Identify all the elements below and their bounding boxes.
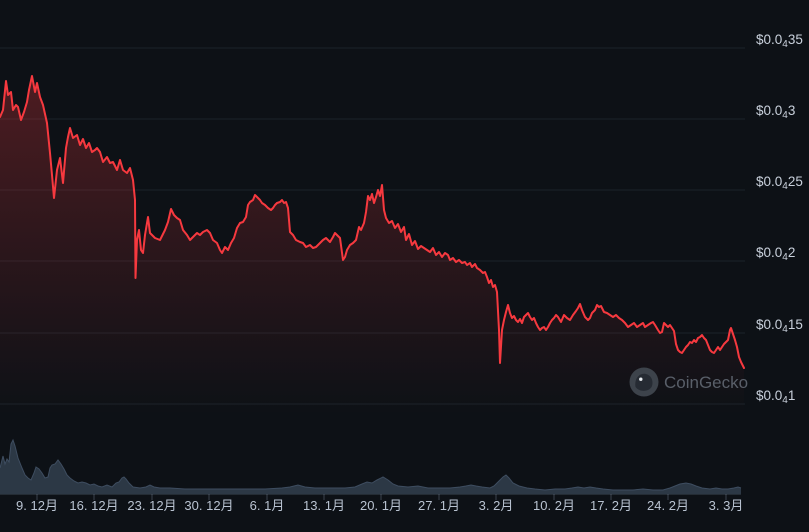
x-axis-label: 9. 12月 — [16, 498, 58, 513]
chart-hover-surface[interactable] — [0, 0, 745, 494]
volume-top-edge — [0, 438, 742, 491]
y-axis-labels: $0.0435 $0.043 $0.0425 $0.042 $0.0415 $0.041 — [756, 32, 803, 406]
x-axis-label: 6. 1月 — [250, 498, 285, 513]
x-axis-label: 3. 2月 — [479, 498, 514, 513]
x-axis-label: 20. 1月 — [360, 498, 402, 513]
x-axis-label: 13. 1月 — [303, 498, 345, 513]
x-axis-label: 17. 2月 — [590, 498, 632, 513]
price-area-fill — [0, 76, 744, 430]
y-axis-label: $0.0415 — [756, 317, 803, 335]
y-axis-label: $0.0425 — [756, 174, 803, 192]
watermark-label: CoinGecko — [664, 373, 748, 392]
y-axis-label: $0.0435 — [756, 32, 803, 50]
price-line — [0, 75, 745, 369]
y-axis-label: $0.042 — [756, 245, 795, 263]
x-axis-label: 24. 2月 — [647, 498, 689, 513]
y-axis-label: $0.041 — [756, 388, 795, 406]
x-axis-label: 23. 12月 — [127, 498, 176, 513]
x-axis-label: 30. 12月 — [184, 498, 233, 513]
x-axis-label: 27. 1月 — [418, 498, 460, 513]
x-axis-ticks: 9. 12月 16. 12月 23. 12月 30. 12月 6. 1月 13. 1月 20… — [16, 494, 743, 513]
gecko-eye-dot — [639, 377, 643, 381]
x-axis-label: 16. 12月 — [69, 498, 118, 513]
y-axis-label: $0.043 — [756, 103, 795, 121]
x-axis-label: 3. 3月 — [709, 498, 744, 513]
x-axis-label: 10. 2月 — [533, 498, 575, 513]
coingecko-watermark: CoinGecko — [629, 367, 748, 397]
